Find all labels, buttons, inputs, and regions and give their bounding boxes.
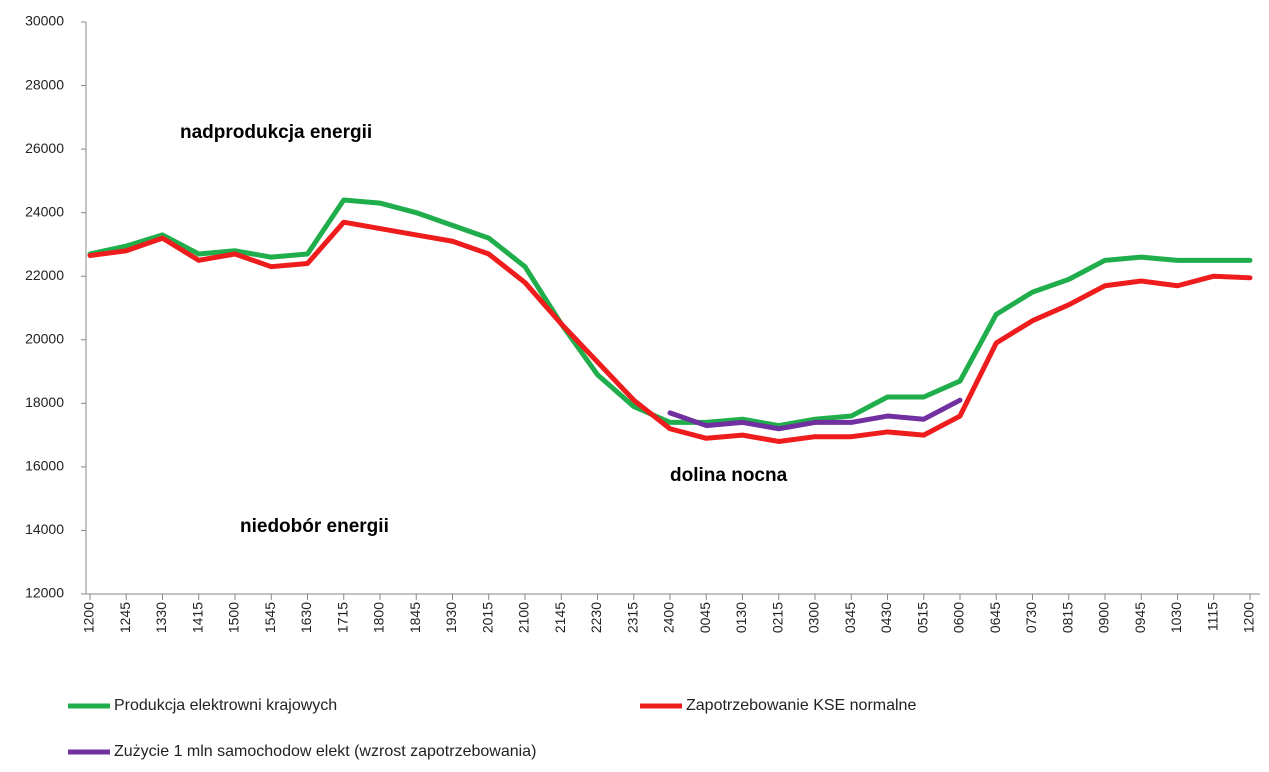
x-tick-label: 0215 xyxy=(769,602,785,633)
x-tick-label: 2015 xyxy=(479,602,495,633)
x-tick-label: 1800 xyxy=(371,602,387,633)
y-tick-label: 24000 xyxy=(25,203,64,219)
x-tick-label: 1200 xyxy=(1241,602,1257,633)
x-tick-label: 0130 xyxy=(733,602,749,633)
x-tick-label: 1330 xyxy=(153,602,169,633)
x-tick-label: 1200 xyxy=(81,602,97,633)
y-tick-label: 14000 xyxy=(25,521,64,537)
x-tick-label: 2145 xyxy=(552,602,568,633)
x-tick-label: 1630 xyxy=(298,602,314,633)
x-tick-label: 0730 xyxy=(1023,602,1039,633)
x-tick-label: 2100 xyxy=(516,602,532,633)
annotation: nadprodukcja energii xyxy=(180,122,372,143)
x-tick-label: 1715 xyxy=(334,602,350,633)
x-tick-label: 1115 xyxy=(1204,602,1220,631)
x-tick-label: 2230 xyxy=(588,602,604,633)
x-tick-label: 1500 xyxy=(226,602,242,633)
x-tick-label: 0645 xyxy=(987,602,1003,633)
x-tick-label: 0900 xyxy=(1096,602,1112,633)
x-tick-label: 0815 xyxy=(1059,602,1075,633)
x-tick-label: 0945 xyxy=(1132,602,1148,633)
x-tick-label: 1245 xyxy=(117,602,133,633)
x-tick-label: 0515 xyxy=(914,602,930,633)
x-tick-label: 0430 xyxy=(878,602,894,633)
y-tick-label: 26000 xyxy=(25,140,64,156)
legend-label: Zapotrzebowanie KSE normalne xyxy=(686,697,916,714)
annotation: niedobór energii xyxy=(240,516,389,537)
x-tick-label: 1845 xyxy=(407,602,423,633)
x-tick-label: 1415 xyxy=(189,602,205,633)
y-tick-label: 18000 xyxy=(25,394,64,410)
y-tick-label: 16000 xyxy=(25,458,64,474)
x-tick-label: 0345 xyxy=(842,602,858,633)
y-tick-label: 28000 xyxy=(25,76,64,92)
y-tick-label: 22000 xyxy=(25,267,64,283)
x-tick-label: 0300 xyxy=(806,602,822,633)
x-tick-label: 1030 xyxy=(1168,602,1184,633)
series-line xyxy=(87,197,1253,429)
x-tick-label: 0045 xyxy=(697,602,713,633)
x-tick-label: 1545 xyxy=(262,602,278,633)
x-tick-label: 1930 xyxy=(443,602,459,633)
legend-label: Zużycie 1 mln samochodow elekt (wzrost z… xyxy=(114,743,536,760)
x-tick-label: 2315 xyxy=(624,602,640,633)
y-tick-label: 30000 xyxy=(25,13,64,29)
legend-label: Produkcja elektrowni krajowych xyxy=(114,697,337,714)
x-tick-label: 0600 xyxy=(951,602,967,633)
y-tick-label: 20000 xyxy=(25,330,64,346)
annotation: dolina nocna xyxy=(670,465,788,486)
series-line xyxy=(667,397,963,432)
y-tick-label: 12000 xyxy=(25,585,64,601)
series-line xyxy=(87,219,1253,444)
x-tick-label: 2400 xyxy=(661,602,677,633)
